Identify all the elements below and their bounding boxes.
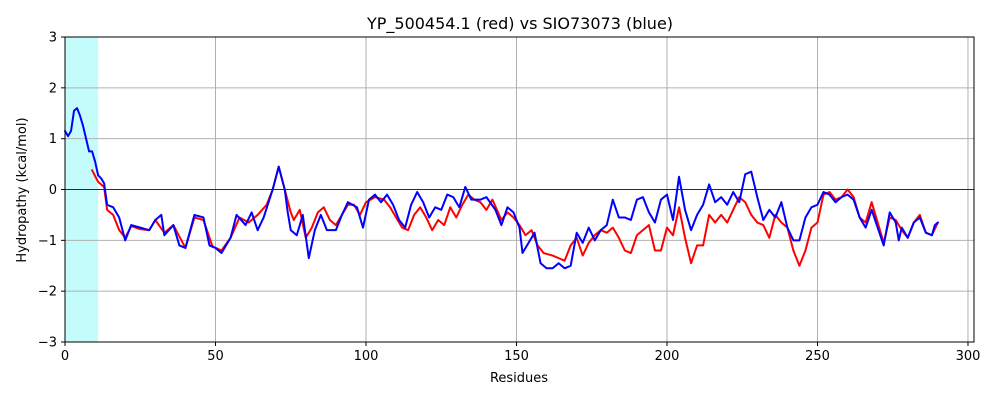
series-layer: [64, 107, 939, 270]
y-tick-label: −3: [38, 336, 57, 351]
x-tick-label: 300: [956, 349, 981, 364]
ticks-layer: 0 50 100 150 200 250 300 −3 −2 −1 0 1 2 3: [38, 31, 981, 365]
x-tick-label: 200: [655, 349, 680, 364]
y-tick-label: 2: [49, 81, 57, 96]
x-tick-label: 250: [805, 349, 830, 364]
y-tick-label: −2: [38, 285, 57, 300]
x-tick-label: 50: [207, 349, 224, 364]
y-axis-label: Hydropathy (kcal/mol): [15, 117, 30, 262]
y-tick-label: 1: [49, 132, 57, 147]
series-line-blue: [64, 107, 939, 270]
x-tick-label: 100: [354, 349, 379, 364]
chart-title: YP_500454.1 (red) vs SIO73073 (blue): [366, 14, 673, 34]
x-axis-label: Residues: [490, 371, 548, 386]
y-tick-label: −1: [38, 234, 57, 249]
x-tick-label: 150: [504, 349, 529, 364]
y-tick-label: 0: [49, 183, 57, 198]
y-tick-label: 3: [49, 31, 57, 46]
x-tick-label: 0: [61, 349, 69, 364]
